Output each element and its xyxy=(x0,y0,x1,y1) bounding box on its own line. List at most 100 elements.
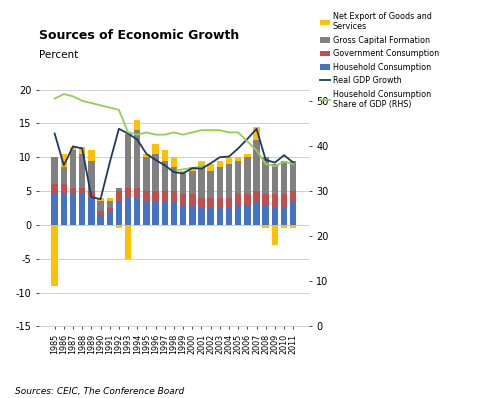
Bar xyxy=(152,154,159,191)
Bar xyxy=(281,160,287,195)
Bar xyxy=(61,154,67,167)
Bar xyxy=(116,225,122,228)
Bar xyxy=(162,191,168,201)
Bar xyxy=(79,147,85,154)
Bar xyxy=(61,167,67,184)
Bar xyxy=(263,225,269,228)
Bar xyxy=(244,205,250,225)
Bar xyxy=(70,195,76,225)
Bar xyxy=(217,198,223,208)
Bar xyxy=(235,160,242,195)
Bar xyxy=(290,191,296,201)
Bar xyxy=(125,134,131,187)
Bar xyxy=(189,167,196,171)
Bar xyxy=(189,171,196,195)
Bar xyxy=(226,157,232,164)
Bar xyxy=(281,225,287,228)
Bar xyxy=(207,171,214,198)
Bar xyxy=(134,198,141,225)
Bar xyxy=(235,195,242,205)
Bar xyxy=(189,205,196,225)
Bar xyxy=(217,160,223,167)
Bar xyxy=(125,225,131,259)
Bar xyxy=(106,201,113,208)
Bar xyxy=(171,167,177,191)
Bar xyxy=(98,201,104,211)
Bar xyxy=(98,215,104,225)
Bar xyxy=(253,140,260,191)
Bar xyxy=(263,205,269,225)
Bar xyxy=(235,205,242,225)
Bar xyxy=(180,171,186,174)
Bar xyxy=(106,198,113,201)
Bar xyxy=(198,198,205,208)
Bar xyxy=(116,201,122,225)
Bar xyxy=(134,120,141,130)
Bar xyxy=(244,195,250,205)
Bar xyxy=(152,191,159,201)
Bar xyxy=(207,164,214,171)
Bar xyxy=(98,198,104,201)
Bar xyxy=(198,160,205,167)
Bar xyxy=(180,195,186,205)
Bar xyxy=(152,144,159,154)
Bar xyxy=(253,127,260,140)
Bar xyxy=(106,208,113,211)
Bar xyxy=(51,157,58,184)
Bar xyxy=(70,188,76,195)
Bar xyxy=(162,160,168,191)
Bar xyxy=(244,154,250,157)
Bar xyxy=(79,195,85,225)
Bar xyxy=(162,150,168,160)
Bar xyxy=(198,167,205,198)
Text: Sources: CEIC, The Conference Board: Sources: CEIC, The Conference Board xyxy=(15,387,184,396)
Bar xyxy=(116,191,122,201)
Bar xyxy=(61,195,67,225)
Bar xyxy=(51,225,58,286)
Bar xyxy=(290,160,296,191)
Bar xyxy=(70,147,76,150)
Bar xyxy=(281,194,287,208)
Bar xyxy=(171,157,177,167)
Bar xyxy=(271,164,278,195)
Bar xyxy=(88,160,95,191)
Bar xyxy=(263,195,269,205)
Bar xyxy=(271,208,278,225)
Bar xyxy=(171,191,177,201)
Bar xyxy=(51,184,58,195)
Bar xyxy=(226,198,232,208)
Bar xyxy=(271,225,278,245)
Bar xyxy=(226,208,232,225)
Bar xyxy=(143,157,149,191)
Bar xyxy=(189,195,196,205)
Bar xyxy=(106,211,113,225)
Bar xyxy=(207,208,214,225)
Bar xyxy=(226,164,232,198)
Bar xyxy=(125,198,131,225)
Bar xyxy=(116,187,122,191)
Bar xyxy=(61,184,67,195)
Bar xyxy=(88,150,95,160)
Bar xyxy=(244,157,250,195)
Bar xyxy=(271,194,278,208)
Bar xyxy=(290,225,296,228)
Bar xyxy=(235,157,242,160)
Bar xyxy=(180,205,186,225)
Bar xyxy=(134,130,141,187)
Bar xyxy=(217,167,223,198)
Legend: Net Export of Goods and
Services, Gross Capital Formation, Government Consumptio: Net Export of Goods and Services, Gross … xyxy=(320,12,439,109)
Bar xyxy=(143,201,149,225)
Bar xyxy=(281,208,287,225)
Bar xyxy=(134,187,141,198)
Bar xyxy=(79,154,85,187)
Bar xyxy=(162,201,168,225)
Bar xyxy=(70,150,76,187)
Bar xyxy=(98,211,104,215)
Bar xyxy=(88,198,95,225)
Text: Sources of Economic Growth: Sources of Economic Growth xyxy=(39,29,240,42)
Bar xyxy=(207,198,214,208)
Bar xyxy=(143,154,149,157)
Bar xyxy=(263,157,269,195)
Bar xyxy=(51,195,58,225)
Bar xyxy=(171,201,177,225)
